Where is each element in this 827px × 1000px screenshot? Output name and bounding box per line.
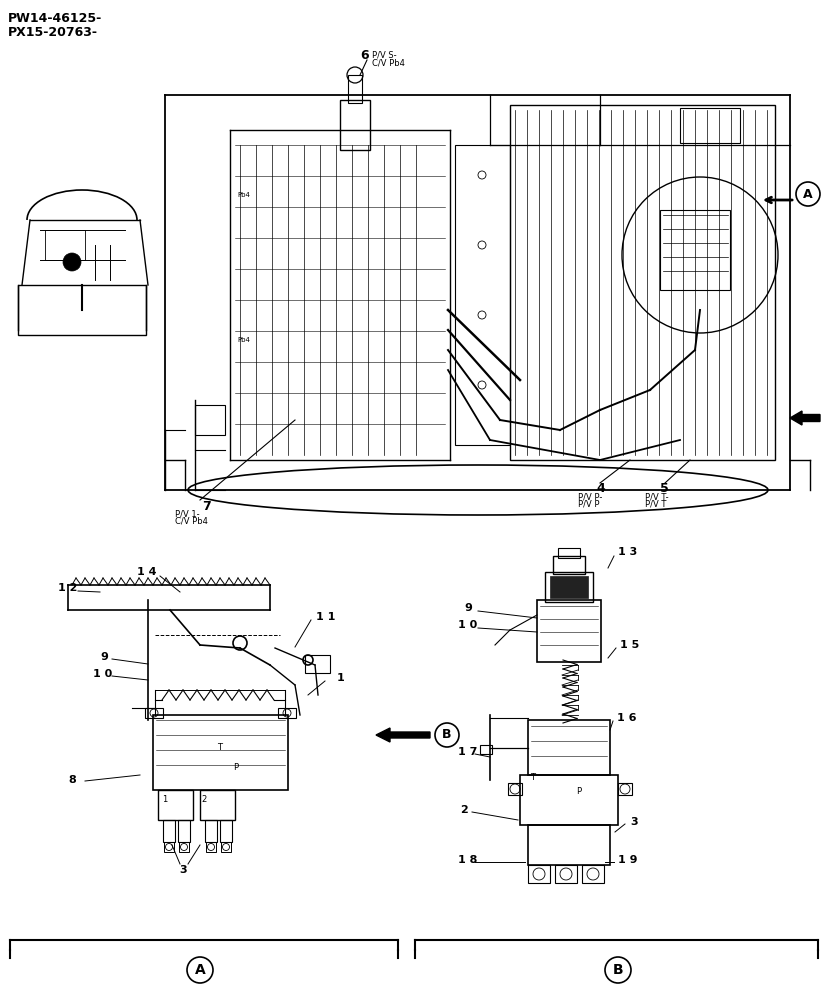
Text: 2: 2	[460, 805, 467, 815]
Bar	[145, 708, 163, 718]
Bar	[220, 820, 232, 842]
Bar	[544, 572, 592, 602]
Text: 1 8: 1 8	[457, 855, 477, 865]
Bar	[557, 548, 579, 558]
Text: T: T	[529, 774, 534, 782]
Bar	[205, 820, 217, 842]
FancyArrow shape	[789, 411, 819, 425]
Text: 1: 1	[162, 795, 167, 804]
Text: 5: 5	[659, 482, 668, 494]
Bar	[549, 576, 587, 598]
Bar	[179, 842, 189, 852]
Text: P/V T-: P/V T-	[644, 492, 668, 502]
Bar	[206, 842, 216, 852]
Circle shape	[63, 253, 81, 271]
Bar	[537, 600, 600, 662]
Text: 1 5: 1 5	[619, 640, 638, 650]
Text: PX15-20763-: PX15-20763-	[8, 26, 98, 39]
Bar	[304, 655, 330, 673]
Text: 1 2: 1 2	[58, 583, 77, 593]
Bar	[164, 842, 174, 852]
Text: P/V P-: P/V P-	[577, 492, 602, 502]
Text: C/V Pb4: C/V Pb4	[174, 516, 208, 526]
Text: B: B	[612, 963, 623, 977]
Bar	[221, 842, 231, 852]
Bar	[554, 865, 576, 883]
Bar	[278, 708, 295, 718]
Text: 1 3: 1 3	[617, 547, 637, 557]
Bar	[480, 745, 491, 754]
Text: 2: 2	[201, 795, 206, 804]
Bar	[163, 820, 174, 842]
Text: 1 6: 1 6	[616, 713, 636, 723]
Bar	[347, 75, 361, 103]
Bar	[617, 783, 631, 795]
Text: P: P	[232, 764, 238, 772]
Bar	[340, 100, 370, 150]
Bar	[508, 783, 521, 795]
Text: 7: 7	[202, 499, 211, 512]
Text: B: B	[442, 728, 452, 741]
Bar	[679, 108, 739, 143]
Text: 1 0: 1 0	[457, 620, 476, 630]
Text: 9: 9	[463, 603, 471, 613]
Text: T: T	[217, 743, 222, 752]
Text: 6: 6	[360, 49, 368, 62]
Text: P/V T: P/V T	[644, 499, 666, 508]
Bar	[552, 556, 585, 574]
Text: P/V P: P/V P	[577, 499, 599, 508]
Bar	[158, 790, 193, 820]
Bar	[528, 720, 609, 775]
Bar	[455, 145, 509, 445]
Text: P: P	[576, 788, 581, 796]
FancyArrow shape	[375, 728, 429, 742]
Text: PW14-46125-: PW14-46125-	[8, 12, 102, 25]
Text: 3: 3	[629, 817, 637, 827]
Text: 1 9: 1 9	[617, 855, 637, 865]
Bar	[528, 825, 609, 865]
Bar	[18, 285, 146, 335]
Text: P/V S-: P/V S-	[371, 51, 396, 60]
Text: Pb4: Pb4	[237, 337, 250, 343]
Text: 9: 9	[100, 652, 108, 662]
Bar	[528, 865, 549, 883]
Text: 8: 8	[68, 775, 75, 785]
Text: 1 0: 1 0	[93, 669, 112, 679]
Text: C/V Pb4: C/V Pb4	[371, 59, 404, 68]
Bar	[178, 820, 189, 842]
Text: P/V 1-: P/V 1-	[174, 510, 199, 518]
Text: 1 1: 1 1	[316, 612, 335, 622]
Bar	[195, 405, 225, 435]
Text: 3: 3	[179, 865, 187, 875]
Text: A: A	[802, 188, 812, 201]
Text: Pb4: Pb4	[237, 192, 250, 198]
Text: 1: 1	[337, 673, 344, 683]
Bar	[659, 210, 729, 290]
Bar	[45, 230, 85, 260]
Bar	[581, 865, 603, 883]
Text: 1 7: 1 7	[457, 747, 477, 757]
Text: 4: 4	[595, 482, 604, 494]
Text: 1 4: 1 4	[136, 567, 156, 577]
Bar	[200, 790, 235, 820]
Bar	[509, 105, 774, 460]
Bar	[519, 775, 617, 825]
Text: A: A	[194, 963, 205, 977]
Bar	[153, 715, 288, 790]
